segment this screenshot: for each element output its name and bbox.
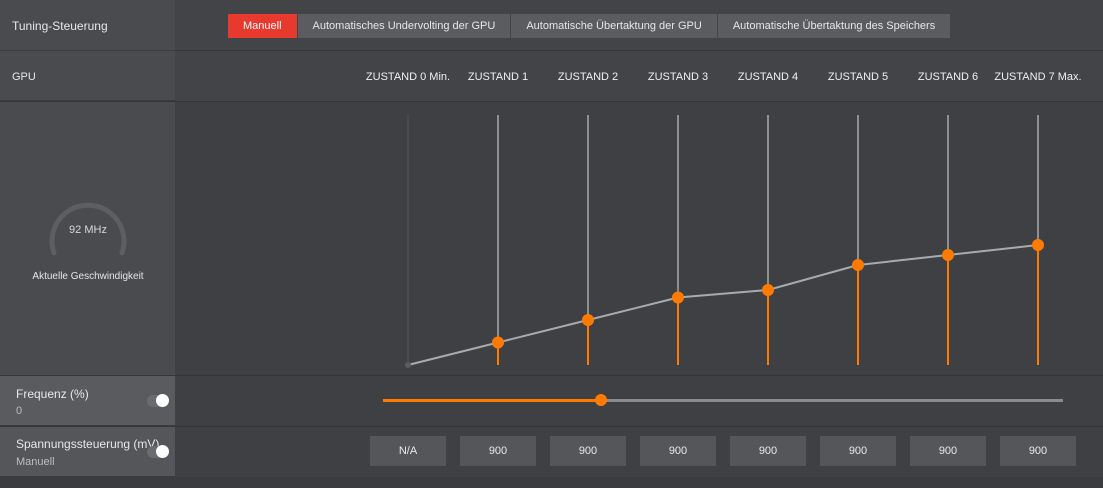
state-point-3[interactable]	[672, 291, 684, 304]
state-point-7[interactable]	[1032, 239, 1044, 251]
state-label-7: ZUSTAND 7 Max.	[994, 71, 1082, 83]
state-label-4: ZUSTAND 4	[737, 71, 799, 83]
voltage-value-6[interactable]: 900	[910, 436, 986, 466]
state-label-6: ZUSTAND 6	[917, 71, 979, 83]
state-point-5[interactable]	[852, 259, 864, 271]
gpu-label: GPU	[12, 71, 36, 83]
page-title: Tuning-Steuerung	[12, 19, 108, 33]
state-label-1: ZUSTAND 1	[467, 71, 529, 83]
voltage-label: Spannungssteuerung (mV)	[16, 437, 160, 451]
tuning-tabs: Manuell Automatisches Undervolting der G…	[228, 14, 951, 38]
frequency-toggle[interactable]	[147, 394, 169, 407]
tab-auto-undervolt[interactable]: Automatisches Undervolting der GPU	[297, 14, 511, 38]
frequency-label: Frequenz (%)	[16, 387, 89, 401]
gauge-caption: Aktuelle Geschwindigkeit	[32, 271, 144, 282]
state-label-5: ZUSTAND 5	[827, 71, 889, 83]
state-label-2: ZUSTAND 2	[557, 71, 619, 83]
frequency-cell	[0, 376, 175, 426]
tab-manual[interactable]: Manuell	[228, 14, 297, 38]
voltage-value-5[interactable]: 900	[820, 436, 896, 466]
tab-auto-overclock-gpu[interactable]: Automatische Übertaktung der GPU	[511, 14, 717, 38]
voltage-value-3[interactable]: 900	[640, 436, 716, 466]
voltage-mode: Manuell	[16, 456, 55, 468]
state-curve-graph[interactable]	[380, 105, 1080, 375]
state-label-3: ZUSTAND 3	[647, 71, 709, 83]
footer-strip	[0, 477, 1103, 488]
state-point-6[interactable]	[942, 249, 954, 261]
title-cell	[0, 0, 175, 51]
voltage-toggle[interactable]	[147, 445, 169, 458]
voltage-value-4[interactable]: 900	[730, 436, 806, 466]
voltage-cell	[0, 427, 175, 477]
toggle-knob	[156, 445, 169, 458]
state-label-0: ZUSTAND 0 Min.	[365, 71, 451, 83]
voltage-value-1[interactable]: 900	[460, 436, 536, 466]
frequency-slider-fill	[383, 399, 601, 402]
frequency-slider-track[interactable]	[383, 394, 1063, 406]
state-point-4[interactable]	[762, 284, 774, 296]
state-point-1[interactable]	[492, 336, 504, 349]
frequency-value: 0	[16, 405, 23, 417]
gpu-cell	[0, 51, 175, 101]
gpu-header-bar	[0, 51, 1103, 102]
speed-gauge-icon	[49, 202, 127, 256]
gauge-value: 92 MHz	[69, 224, 107, 236]
divider	[0, 375, 1103, 376]
state-point-2[interactable]	[582, 314, 594, 326]
voltage-value-0[interactable]: N/A	[370, 436, 446, 466]
frequency-slider-thumb[interactable]	[594, 394, 607, 406]
divider	[0, 426, 1103, 427]
voltage-value-7[interactable]: 900	[1000, 436, 1076, 466]
curve-line	[407, 244, 1039, 366]
state-point-0	[405, 362, 411, 368]
voltage-value-2[interactable]: 900	[550, 436, 626, 466]
tab-auto-overclock-memory[interactable]: Automatische Übertaktung des Speichers	[717, 14, 951, 38]
toggle-knob	[156, 394, 169, 407]
